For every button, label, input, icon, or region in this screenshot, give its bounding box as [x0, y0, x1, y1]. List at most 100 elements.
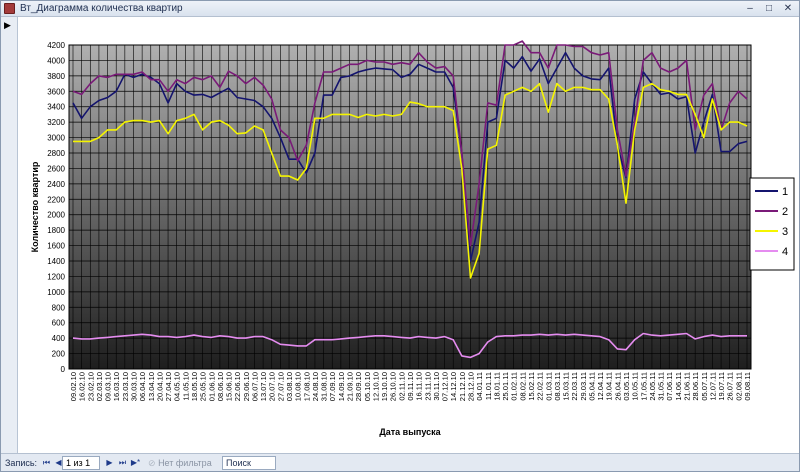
x-tick-label: 12.10.10 [371, 372, 380, 401]
legend-label-4: 4 [782, 246, 788, 258]
x-tick-label: 28.09.10 [354, 372, 363, 401]
y-axis-ticks: 0 200 400 600 800 1000 1200 1400 1600 1800 2000 220… [47, 41, 65, 374]
previous-record-button[interactable]: ◀ [55, 458, 62, 467]
y-tick-label: 4200 [47, 41, 65, 50]
x-tick-label: 02.11.10 [397, 372, 406, 401]
y-tick-label: 1000 [47, 288, 65, 297]
x-tick-label: 08.03.11 [553, 372, 562, 401]
x-tick-label: 23.03.10 [121, 372, 130, 401]
record-number-field[interactable]: 1 из 1 [62, 456, 100, 470]
series-line-2 [72, 40, 748, 247]
x-tick-label: 22.03.11 [570, 372, 579, 401]
line-chart: 0200400600800100012001400160018002000220… [30, 40, 795, 437]
x-tick-label: 05.07.11 [700, 372, 709, 401]
x-tick-label: 10.08.10 [294, 372, 303, 401]
y-tick-label: 2800 [47, 149, 65, 158]
x-tick-label: 24.08.10 [311, 372, 320, 401]
x-tick-label: 15.06.10 [225, 372, 234, 401]
x-tick-label: 12.04.11 [596, 372, 605, 401]
y-tick-label: 3200 [47, 118, 65, 127]
series-line-1 [72, 51, 748, 262]
x-tick-label: 14.09.10 [337, 372, 346, 401]
x-tick-label: 16.03.10 [112, 372, 121, 401]
x-tick-label: 30.03.10 [129, 372, 138, 401]
x-tick-label: 11.05.10 [181, 372, 190, 401]
x-tick-label: 20.04.10 [155, 372, 164, 401]
x-tick-label: 22.06.10 [233, 372, 242, 401]
x-tick-label: 31.05.11 [657, 372, 666, 401]
close-button[interactable]: ✕ [783, 3, 793, 14]
x-tick-label: 31.08.10 [320, 372, 329, 401]
x-tick-label: 21.06.11 [683, 372, 692, 401]
x-tick-label: 05.04.11 [587, 372, 596, 401]
x-tick-label: 16.11.10 [415, 372, 424, 401]
x-tick-label: 10.05.11 [631, 372, 640, 401]
filter-label: Нет фильтра [158, 458, 212, 468]
record-navigation-bar: Запись: ⏮ ◀ 1 из 1 ▶ ⏭ ▶* ⊘ Нет фильтра … [1, 453, 799, 471]
x-tick-label: 01.03.11 [544, 372, 553, 401]
legend: 1 2 3 4 [749, 177, 795, 271]
series-line-3 [73, 82, 748, 279]
x-tick-label: 24.05.11 [648, 372, 657, 401]
x-tick-label: 01.06.10 [207, 372, 216, 401]
new-record-button[interactable]: ▶* [130, 458, 141, 467]
search-input[interactable]: Поиск [222, 456, 276, 470]
y-tick-label: 2600 [47, 164, 65, 173]
x-tick-label: 27.07.10 [276, 372, 285, 401]
x-tick-label: 06.04.10 [138, 372, 147, 401]
x-tick-label: 13.04.10 [147, 372, 156, 401]
x-tick-label: 07.12.10 [441, 372, 450, 401]
x-tick-label: 25.05.10 [199, 372, 208, 401]
first-record-button[interactable]: ⏮ [42, 458, 51, 467]
y-tick-label: 1200 [47, 272, 65, 281]
y-tick-label: 3600 [47, 87, 65, 96]
x-tick-label: 15.03.11 [562, 372, 571, 401]
x-tick-label: 09.08.11 [743, 372, 752, 401]
y-tick-label: 2000 [47, 211, 65, 220]
series-line-4 [72, 332, 747, 359]
legend-label-2: 2 [782, 206, 788, 218]
x-tick-label: 02.03.10 [95, 372, 104, 401]
series-lines [72, 40, 748, 359]
x-tick-label: 12.07.11 [708, 372, 717, 401]
y-tick-label: 1400 [47, 257, 65, 266]
y-tick-label: 2200 [47, 195, 65, 204]
x-tick-label: 25.01.11 [501, 372, 510, 401]
x-tick-label: 07.06.11 [665, 372, 674, 401]
x-tick-label: 26.04.11 [613, 372, 622, 401]
x-tick-label: 23.02.10 [86, 372, 95, 401]
x-tick-label: 03.05.11 [622, 372, 631, 401]
x-tick-label: 08.06.10 [216, 372, 225, 401]
next-record-button[interactable]: ▶ [106, 458, 113, 467]
x-tick-label: 13.07.10 [259, 372, 268, 401]
legend-label-1: 1 [782, 186, 788, 198]
record-label: Запись: [5, 458, 38, 468]
x-tick-label: 23.11.10 [423, 372, 432, 401]
x-tick-label: 05.10.10 [363, 372, 372, 401]
y-tick-label: 400 [52, 334, 66, 343]
filter-icon: ⊘ [148, 458, 156, 468]
y-tick-label: 800 [52, 303, 66, 312]
x-tick-label: 21.09.10 [346, 372, 355, 401]
x-tick-label: 02.08.11 [734, 372, 743, 401]
y-tick-label: 200 [52, 350, 66, 359]
y-tick-label: 3000 [47, 134, 65, 143]
record-selector[interactable]: ▶ [1, 17, 18, 453]
x-tick-label: 29.06.10 [242, 372, 251, 401]
y-tick-label: 600 [52, 319, 66, 328]
x-tick-label: 27.04.10 [164, 372, 173, 401]
x-tick-label: 19.07.11 [717, 372, 726, 401]
legend-label-3: 3 [782, 226, 788, 238]
maximize-button[interactable]: □ [765, 3, 773, 14]
minimize-button[interactable]: – [747, 3, 753, 14]
last-record-button[interactable]: ⏭ [118, 458, 127, 467]
y-axis-label: Количество квартир [30, 161, 40, 252]
title-bar: Вт_Диаграмма количества квартир – □ ✕ [1, 1, 799, 17]
x-tick-label: 09.11.10 [406, 372, 415, 401]
x-tick-label: 14.06.11 [674, 372, 683, 401]
x-tick-label: 09.03.10 [104, 372, 113, 401]
x-tick-label: 09.02.10 [69, 372, 78, 401]
x-tick-label: 03.08.10 [285, 372, 294, 401]
no-filter-button[interactable]: ⊘ Нет фильтра [148, 456, 218, 470]
